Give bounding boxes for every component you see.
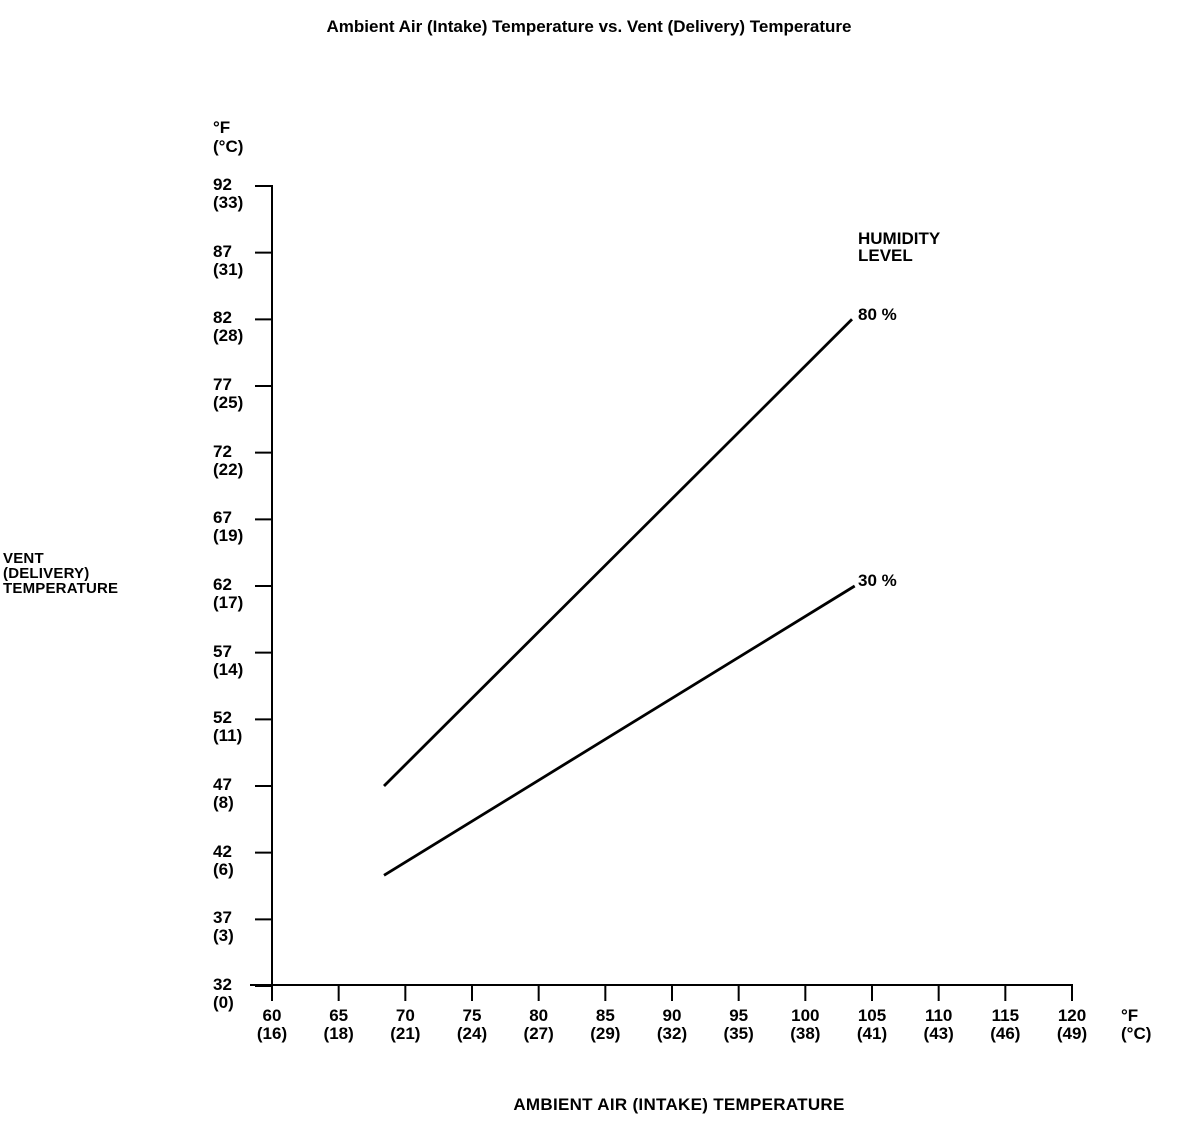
legend-title: HUMIDITY LEVEL (858, 229, 941, 265)
y-tick-label-67: 67 (19) (213, 508, 244, 546)
y-tick-label-37: 37 (3) (213, 908, 234, 946)
y-tick-label-52: 52 (11) (213, 708, 243, 746)
y-tick-label-92: 92 (33) (213, 175, 244, 212)
chart-title: Ambient Air (Intake) Temperature vs. Ven… (326, 17, 852, 36)
y-tick-label-47: 47 (8) (213, 775, 234, 812)
x-axis-unit-label: °F (°C) (1121, 1007, 1151, 1043)
series-label-80-percent: 80 % (858, 305, 897, 324)
x-tick-label-70: 70 (21) (390, 1006, 421, 1043)
x-tick-label-75: 75 (24) (456, 1006, 488, 1043)
series-label-30-percent: 30 % (858, 571, 897, 590)
x-tick-label-60: 60 (16) (256, 1006, 288, 1043)
x-tick-label-85: 85 (29) (590, 1006, 621, 1043)
y-tick-label-32: 32 (0) (213, 975, 234, 1012)
x-tick-label-105: 105 (41) (856, 1006, 888, 1043)
x-tick-label-115: 115 (46) (990, 1006, 1021, 1043)
x-axis-unit-f: °F (1121, 1006, 1139, 1025)
y-axis-unit-f: °F (213, 118, 231, 137)
x-axis-title: AMBIENT AIR (INTAKE) TEMPERATURE (513, 1095, 845, 1114)
x-tick-label-120: 120 (49) (1056, 1006, 1088, 1043)
series-line-30-percent (383, 584, 856, 877)
x-axis-unit-c: (°C) (1121, 1024, 1152, 1043)
series-line-80-percent (383, 318, 853, 787)
x-tick-label-80: 80 (27) (523, 1006, 554, 1043)
y-tick-label-77: 77 (25) (213, 375, 244, 412)
x-tick-label-90: 90 (32) (656, 1006, 688, 1043)
y-tick-label-72: 72 (22) (213, 441, 244, 479)
y-axis-title: VENT (DELIVERY) TEMPERATURE (3, 550, 119, 597)
y-tick-label-42: 42 (6) (213, 841, 234, 879)
x-tick-label-110: 110 (43) (923, 1006, 954, 1043)
y-tick-label-57: 57 (14) (213, 641, 244, 679)
x-tick-label-100: 100 (38) (790, 1006, 821, 1043)
y-tick-label-87: 87 (31) (213, 241, 244, 279)
x-tick-label-65: 65 (18) (323, 1006, 354, 1043)
y-tick-label-62: 62 (17) (213, 575, 244, 612)
y-axis-unit-label: °F (°C) (213, 118, 243, 156)
y-tick-label-82: 82 (28) (213, 308, 244, 346)
x-tick-label-95: 95 (35) (723, 1006, 754, 1043)
y-axis-unit-c: (°C) (213, 137, 244, 156)
